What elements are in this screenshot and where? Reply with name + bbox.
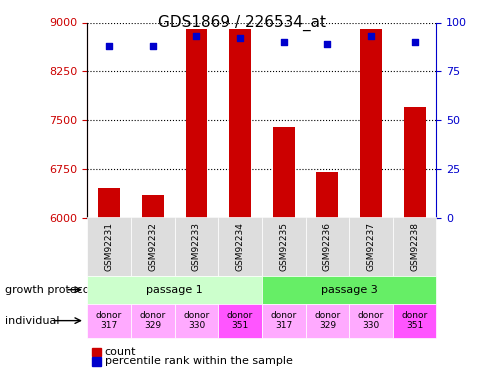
Text: count: count <box>105 347 136 357</box>
Bar <box>359 29 381 218</box>
Text: passage 1: passage 1 <box>146 285 203 295</box>
Point <box>192 33 200 39</box>
Text: GSM92231: GSM92231 <box>105 222 113 271</box>
Text: donor
330: donor 330 <box>357 311 383 330</box>
Point <box>105 43 113 49</box>
Bar <box>403 107 424 218</box>
Bar <box>272 126 294 218</box>
Text: GSM92232: GSM92232 <box>148 222 157 271</box>
Text: individual: individual <box>5 316 59 326</box>
Text: GDS1869 / 226534_at: GDS1869 / 226534_at <box>158 15 326 31</box>
Bar <box>228 29 251 218</box>
Bar <box>141 195 163 217</box>
Text: donor
330: donor 330 <box>183 311 209 330</box>
Text: GSM92237: GSM92237 <box>366 222 375 271</box>
Point <box>279 39 287 45</box>
Text: donor
329: donor 329 <box>314 311 340 330</box>
Text: GSM92235: GSM92235 <box>279 222 287 271</box>
Point <box>149 43 156 49</box>
Text: passage 3: passage 3 <box>320 285 377 295</box>
Text: donor
351: donor 351 <box>227 311 253 330</box>
Bar <box>185 29 207 218</box>
Bar <box>98 188 120 218</box>
Point <box>410 39 418 45</box>
Text: percentile rank within the sample: percentile rank within the sample <box>105 357 292 366</box>
Text: GSM92233: GSM92233 <box>192 222 200 271</box>
Text: donor
329: donor 329 <box>139 311 166 330</box>
Text: growth protocol: growth protocol <box>5 285 92 295</box>
Text: donor
351: donor 351 <box>401 311 427 330</box>
Bar <box>316 172 337 217</box>
Text: GSM92236: GSM92236 <box>322 222 331 271</box>
Text: donor
317: donor 317 <box>96 311 122 330</box>
Text: GSM92234: GSM92234 <box>235 222 244 271</box>
Point <box>236 35 243 41</box>
Text: donor
317: donor 317 <box>270 311 296 330</box>
Text: GSM92238: GSM92238 <box>409 222 418 271</box>
Point <box>323 41 331 47</box>
Point <box>366 33 374 39</box>
